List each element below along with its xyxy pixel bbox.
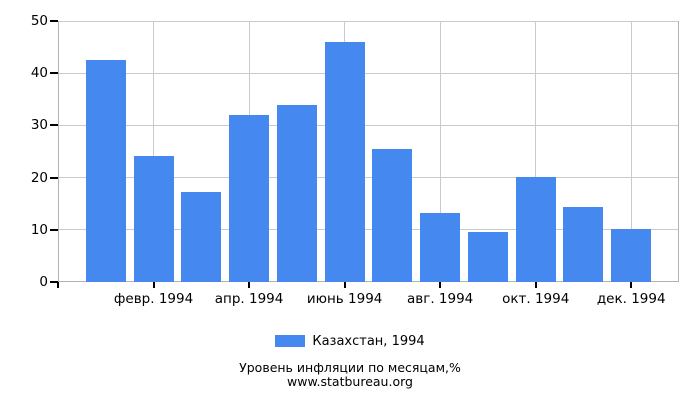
x-tick-mark (534, 282, 537, 288)
bar (133, 156, 174, 282)
y-tick-label: 30 (30, 117, 48, 134)
plot-area: 0 10 20 30 40 50 февр. 1994 апр. 1994 июнь 1994 а… (31, 13, 679, 307)
y-tick-mark (50, 20, 58, 22)
bar (85, 60, 126, 282)
plot-right-border (678, 21, 679, 282)
y-gridline (58, 177, 679, 179)
chart-subtitle: www.statbureau.org (287, 373, 413, 389)
x-tick-mark (248, 282, 251, 288)
bar (515, 177, 556, 282)
y-gridline (58, 229, 679, 231)
x-tick-mark (630, 282, 633, 288)
y-tick-mark (50, 281, 58, 283)
bar (229, 115, 270, 282)
x-gridline (535, 21, 537, 282)
y-tick-label: 0 (39, 274, 48, 290)
x-gridline (153, 21, 155, 282)
x-tick-label: апр. 1994 (214, 291, 284, 307)
x-tick-mark (343, 282, 346, 288)
chart-title: Уровень инфляции по месяцам,% (239, 360, 461, 375)
y-tick-mark (50, 228, 58, 231)
y-tick-label: 50 (30, 13, 48, 29)
legend-label: Казахстан, 1994 (312, 333, 425, 349)
bar (420, 213, 461, 282)
y-gridline (58, 72, 679, 74)
y-tick-mark (50, 124, 58, 127)
y-tick-label: 20 (30, 169, 48, 186)
bar (467, 232, 508, 282)
x-gridline (439, 21, 441, 282)
legend: Казахстан, 1994 (0, 333, 700, 349)
y-axis-line (58, 21, 59, 282)
x-tick-label: июнь 1994 (306, 291, 383, 307)
x-gridline (630, 21, 632, 282)
x-tick-label: февр. 1994 (113, 291, 194, 307)
bar (276, 105, 317, 282)
bar (324, 42, 365, 282)
y-tick-label: 40 (30, 65, 48, 82)
x-tick-label: окт. 1994 (502, 291, 570, 307)
y-tick-label: 10 (30, 221, 48, 238)
bar (563, 207, 604, 282)
bar (372, 149, 413, 282)
x-tick-mark (439, 282, 442, 288)
y-gridline (58, 20, 679, 22)
y-tick-mark (50, 72, 58, 75)
bar (181, 192, 222, 282)
y-tick-mark (50, 176, 58, 179)
bar (611, 229, 652, 282)
x-tick-mark (152, 282, 155, 288)
x-tick-label: авг. 1994 (407, 291, 474, 307)
legend-swatch (275, 335, 306, 347)
x-axis-line (58, 281, 679, 282)
y-gridline (58, 124, 679, 126)
x-tick-mark (57, 282, 59, 288)
x-tick-label: дек. 1994 (596, 291, 666, 307)
